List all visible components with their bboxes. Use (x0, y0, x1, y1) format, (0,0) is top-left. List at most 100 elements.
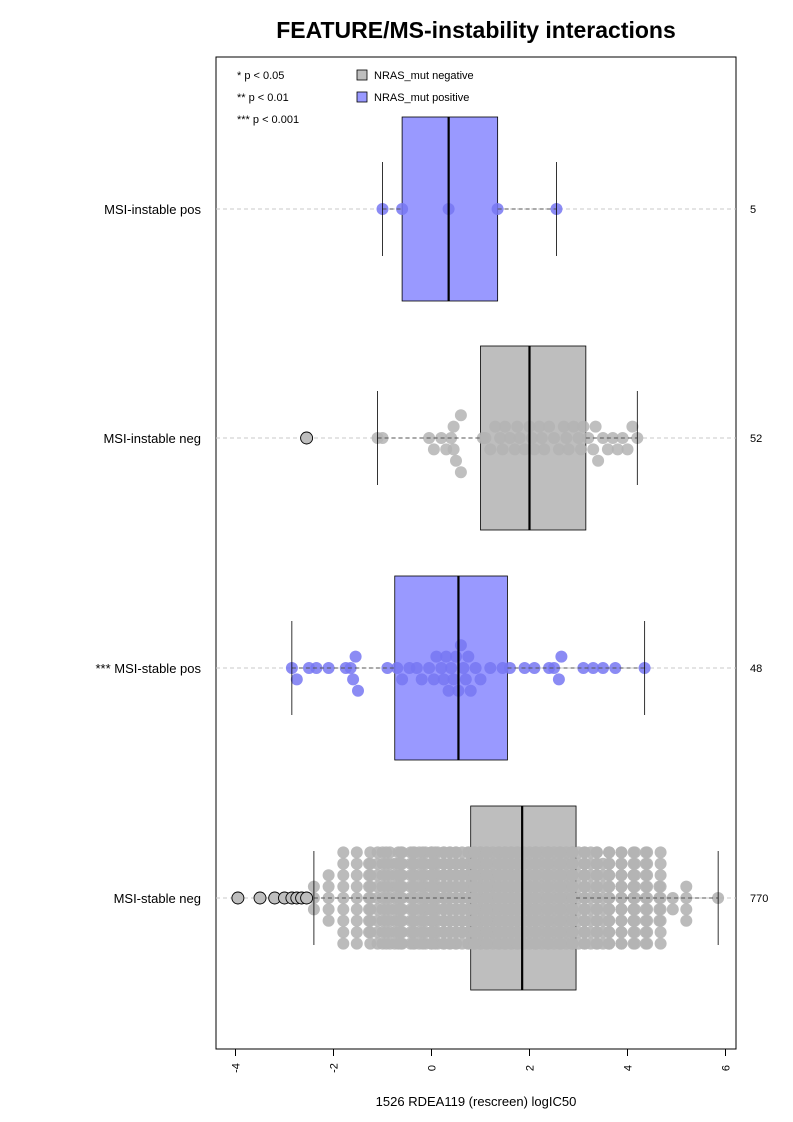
data-point (445, 662, 458, 674)
data-point (371, 926, 384, 939)
data-point (552, 443, 565, 456)
data-point (468, 880, 481, 893)
data-point (468, 857, 481, 870)
data-point (666, 903, 679, 916)
data-point (413, 914, 426, 927)
data-point (430, 650, 443, 663)
data-point (480, 892, 493, 904)
data-point (654, 937, 667, 950)
data-point (322, 869, 335, 882)
data-point (484, 443, 497, 456)
data-point (628, 926, 641, 939)
data-point (511, 846, 524, 859)
data-point (603, 937, 616, 950)
data-point (371, 869, 384, 882)
data-point (394, 846, 407, 859)
data-point (621, 443, 634, 456)
data-point (290, 673, 303, 686)
data-point (380, 937, 393, 950)
data-point (601, 443, 614, 456)
data-point (578, 903, 591, 916)
data-point (541, 869, 554, 882)
data-point (337, 903, 350, 916)
data-point (615, 846, 628, 859)
data-point (566, 880, 579, 893)
outlier-point (300, 891, 314, 905)
data-point (577, 420, 590, 433)
data-point (654, 846, 667, 859)
legend-label-positive: NRAS_mut positive (374, 92, 469, 104)
data-point (447, 673, 460, 686)
data-point (654, 857, 667, 870)
data-point (543, 420, 556, 433)
data-point (541, 914, 554, 927)
data-point (577, 662, 590, 674)
data-point (425, 857, 438, 870)
data-point (680, 914, 693, 927)
data-point (641, 846, 654, 859)
data-point (578, 914, 591, 927)
data-point (529, 903, 542, 916)
data-point (615, 926, 628, 939)
data-point (425, 869, 438, 882)
data-point (352, 684, 364, 697)
data-point (511, 869, 524, 882)
data-point (380, 903, 393, 916)
data-point (413, 880, 426, 893)
data-point (415, 673, 428, 686)
data-point (654, 926, 667, 939)
data-point (554, 914, 567, 927)
data-point (489, 420, 502, 433)
data-point (566, 846, 579, 859)
data-point (457, 662, 470, 674)
legend-label-negative: NRAS_mut negative (374, 70, 474, 82)
data-point (566, 937, 579, 950)
data-point (462, 650, 475, 663)
data-point (615, 937, 628, 950)
data-point (456, 914, 469, 927)
data-point (628, 857, 641, 870)
x-tick-label: -2 (329, 1063, 341, 1073)
data-point (606, 432, 619, 444)
data-point (615, 857, 628, 870)
data-point (590, 903, 603, 916)
data-point (567, 420, 580, 433)
data-point (666, 892, 679, 904)
data-point (590, 869, 603, 882)
data-point (626, 420, 639, 433)
data-point (443, 869, 456, 882)
data-point (350, 857, 363, 870)
data-point (380, 846, 393, 859)
group-labels: MSI-instable pos 5 MSI-instable neg 52 *** M… (96, 202, 769, 906)
data-point (337, 846, 350, 859)
data-point (528, 443, 541, 456)
data-point (425, 880, 438, 893)
data-point (511, 937, 524, 950)
data-point (578, 937, 591, 950)
data-point (371, 846, 384, 859)
data-point (394, 926, 407, 939)
data-point (456, 926, 469, 939)
data-point (480, 880, 493, 893)
data-point (480, 869, 493, 882)
data-point (454, 639, 467, 652)
data-point (350, 846, 363, 859)
data-point (380, 926, 393, 939)
data-point (371, 903, 384, 916)
data-point (349, 650, 362, 663)
data-point (480, 926, 493, 939)
data-point (511, 892, 524, 904)
data-point (371, 914, 384, 927)
data-point (413, 903, 426, 916)
data-point (427, 673, 440, 686)
data-point (554, 903, 567, 916)
x-tick-label: -4 (231, 1063, 243, 1073)
data-point (499, 914, 511, 927)
legend-swatch-negative (356, 69, 368, 81)
data-point (628, 846, 641, 859)
data-point (437, 673, 450, 686)
data-point (529, 937, 542, 950)
data-point (533, 420, 546, 433)
outlier-point (231, 891, 245, 905)
data-point (529, 857, 542, 870)
